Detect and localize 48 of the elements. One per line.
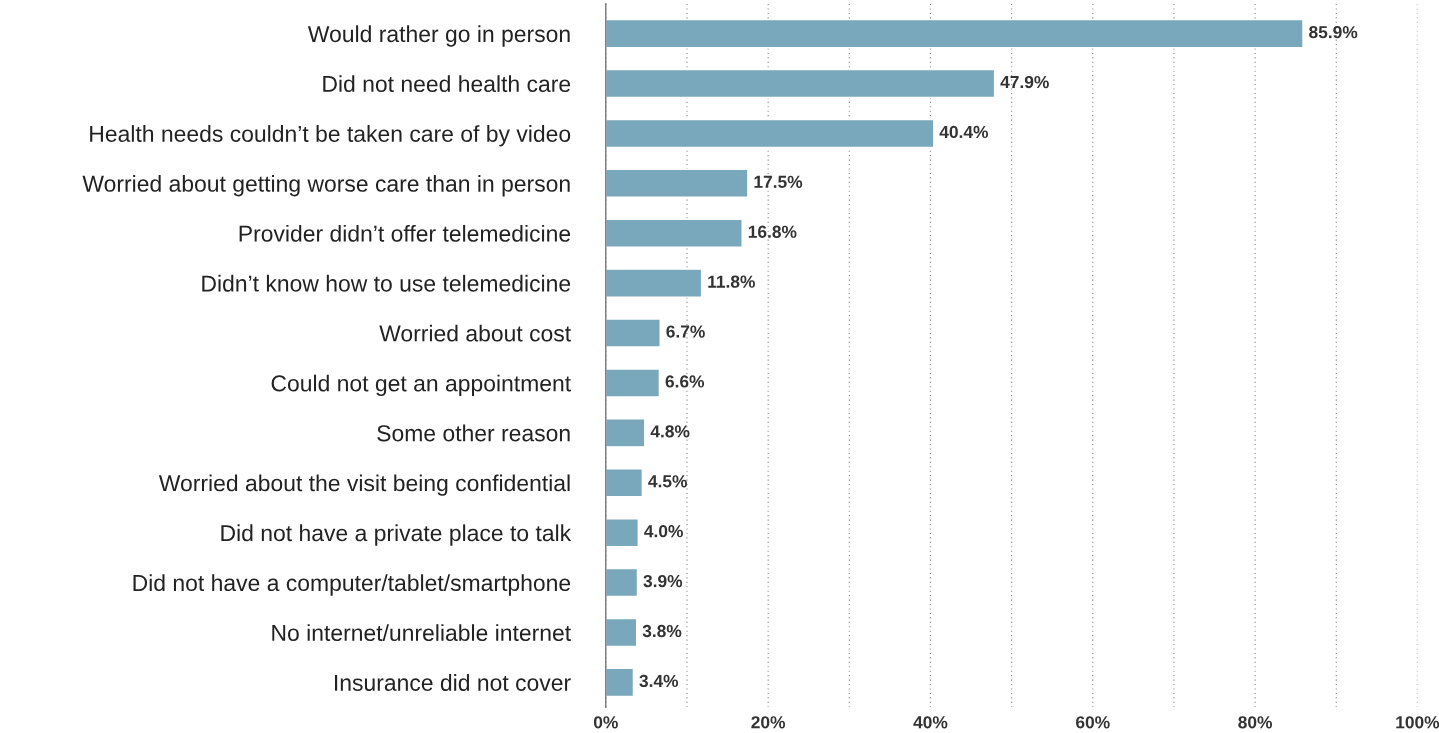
y-tick-label: No internet/unreliable internet xyxy=(272,624,571,642)
x-tick-label: 60% xyxy=(1076,716,1110,729)
y-tick-label: Didn’t know how to use telemedicine xyxy=(202,274,571,292)
y-tick-label: Would rather go in person xyxy=(307,25,570,47)
bar xyxy=(605,318,661,348)
bar xyxy=(605,168,749,198)
bar xyxy=(605,68,996,99)
bar xyxy=(605,18,1304,49)
data-label: 11.8% xyxy=(708,275,755,288)
y-tick-label: Worried about getting worse care than in person xyxy=(82,175,570,197)
data-label: 85.9% xyxy=(1309,25,1358,39)
data-label: 17.5% xyxy=(754,175,803,188)
data-label: 3.9% xyxy=(643,574,683,588)
bar xyxy=(605,118,935,149)
data-label: 40.4% xyxy=(939,125,989,139)
bar xyxy=(605,368,661,398)
x-tick-label: 80% xyxy=(1238,716,1273,729)
data-label: 6.6% xyxy=(665,375,705,388)
data-label: 4.8% xyxy=(650,425,690,438)
bar xyxy=(605,468,644,498)
y-tick-label: Some other reason xyxy=(377,424,570,442)
y-tick-label: Did not need health care xyxy=(323,75,571,93)
bar xyxy=(605,218,743,248)
x-tick-label: 100% xyxy=(1396,716,1439,729)
y-tick-label: Provider didn’t offer telemedicine xyxy=(239,224,571,242)
data-label: 6.7% xyxy=(666,325,705,338)
y-tick-label: Insurance did not cover xyxy=(335,674,571,691)
y-tick-label: Health needs couldn’t be taken care of by video xyxy=(90,125,571,147)
x-tick-label: 20% xyxy=(751,716,786,729)
data-label: 3.8% xyxy=(642,624,682,638)
y-tick-label: Did not have a computer/tablet/smartphone xyxy=(133,574,571,596)
bar xyxy=(605,518,639,548)
y-tick-label: Did not have a private place to talk xyxy=(221,524,572,546)
y-tick-label: Worried about the visit being confidential xyxy=(158,474,570,496)
bar xyxy=(605,418,646,448)
data-label: 4.5% xyxy=(648,475,688,488)
y-tick-label: Worried about cost xyxy=(379,324,571,342)
bar xyxy=(605,268,703,298)
data-label: 4.0% xyxy=(644,525,683,538)
x-tick-label: 40% xyxy=(913,716,948,729)
y-tick-label: Could not get an appointment xyxy=(271,374,571,397)
bar xyxy=(605,567,639,598)
data-label: 47.9% xyxy=(1000,75,1049,89)
bar xyxy=(605,667,635,698)
data-label: 3.4% xyxy=(639,674,679,688)
bar xyxy=(605,617,638,648)
data-label: 16.8% xyxy=(748,225,797,238)
x-tick-label: 0% xyxy=(593,716,618,729)
